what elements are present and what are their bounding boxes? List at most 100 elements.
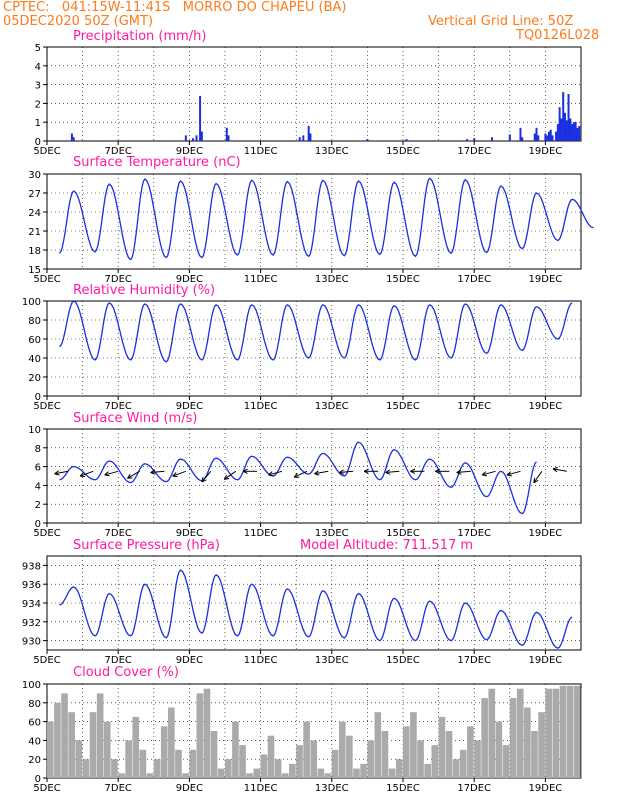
panel-frame-0: [46, 46, 582, 142]
x-tick-label: 17DEC: [457, 401, 491, 412]
x-tick-label: 9DEC: [176, 401, 203, 412]
x-tick-label: 5DEC: [33, 655, 60, 666]
wind-arrow: [385, 470, 400, 474]
cloud-bar: [239, 745, 246, 778]
cloud-bar: [324, 773, 332, 778]
header-station: CPTEC: 041:15W-11:41S MORRO DO CHAPEU (B…: [3, 0, 347, 15]
cloud-bar: [210, 731, 218, 778]
wind-arrow-head: [223, 474, 230, 480]
panel-title-temperature: Surface Temperature (nC): [73, 155, 241, 170]
model-altitude: Model Altitude: 711.517 m: [300, 538, 474, 553]
precip-bar: [547, 131, 550, 141]
wind-arrow: [268, 470, 283, 476]
x-tick-label: 13DEC: [315, 783, 349, 794]
precip-bar: [307, 125, 310, 141]
cloud-bar: [538, 712, 545, 778]
y-tick-label: 930: [22, 637, 41, 648]
panel-title-humidity: Relative Humidity (%): [73, 283, 216, 298]
x-tick-label: 19DEC: [529, 528, 563, 539]
precip-bar: [491, 137, 493, 141]
precip-bar: [546, 135, 549, 141]
cloud-bar: [581, 688, 582, 778]
cloud-bar: [566, 685, 574, 778]
precip-bar: [199, 95, 202, 141]
wind-arrow-head: [201, 477, 207, 483]
cloud-bar: [573, 685, 581, 778]
precip-bar: [184, 135, 187, 141]
y-tick-label: 6: [35, 463, 41, 474]
cloud-bar: [403, 726, 410, 778]
y-tick-label: 2: [35, 500, 41, 511]
wind-arrow-head: [410, 468, 416, 474]
precip-bar: [533, 133, 536, 141]
wind-arrow: [201, 470, 212, 483]
cloud-bar: [395, 759, 403, 778]
precip-bar: [535, 127, 538, 141]
x-tick-label: 11DEC: [244, 401, 278, 412]
wind-arrow-head: [242, 468, 248, 474]
y-tick-label: 932: [22, 618, 41, 629]
panel-frame-1: [46, 173, 582, 270]
wind-arrow-head: [268, 471, 274, 477]
x-tick-label: 5DEC: [33, 401, 60, 412]
precip-bar: [405, 139, 408, 141]
panel-title-precipitation: Precipitation (mm/h): [73, 29, 207, 44]
cloud-bar: [296, 745, 303, 778]
y-tick-label: 80: [28, 699, 41, 710]
x-tick-label: 19DEC: [529, 274, 563, 285]
cloud-bar: [317, 768, 325, 778]
precip-bar: [302, 135, 305, 141]
cloud-bar: [431, 745, 439, 778]
x-tick-label: 11DEC: [244, 146, 278, 157]
precip-bar: [191, 138, 194, 141]
x-tick-label: 15DEC: [386, 274, 420, 285]
cloud-bar: [545, 688, 553, 778]
cloud-bar: [452, 759, 460, 778]
precip-bar: [549, 129, 552, 141]
precip-bar: [556, 124, 559, 141]
cloud-bar: [410, 712, 417, 778]
wind-arrow-head: [314, 470, 320, 476]
y-tick-label: 100: [22, 297, 41, 308]
y-tick-label: 10: [28, 425, 41, 436]
wind-arrow: [150, 470, 165, 474]
cloud-bar: [253, 768, 261, 778]
y-tick-label: 20: [28, 373, 41, 384]
series-line: [59, 177, 594, 261]
wind-arrow: [223, 470, 236, 480]
y-tick-label: 2: [35, 99, 41, 110]
cloud-bar: [346, 735, 353, 778]
precip-bar: [558, 107, 561, 141]
x-tick-label: 13DEC: [315, 401, 349, 412]
panel-frame-2: [46, 300, 582, 397]
cloud-bar: [331, 749, 339, 778]
wind-arrow-head: [533, 477, 539, 484]
x-tick-label: 17DEC: [457, 528, 491, 539]
cloud-bar: [168, 707, 175, 778]
precip-bar: [537, 135, 540, 141]
cloud-bar: [232, 721, 239, 778]
wind-arrow-head: [172, 472, 178, 478]
precip-bar: [309, 133, 312, 141]
y-tick-label: 1: [35, 118, 41, 129]
cloud-bar: [125, 740, 132, 778]
x-tick-label: 7DEC: [105, 528, 132, 539]
precip-bar: [298, 137, 301, 141]
cloud-bar: [303, 721, 310, 778]
precip-bar: [569, 118, 572, 141]
precip-bar: [562, 92, 565, 141]
cloud-bar: [516, 688, 524, 778]
cloud-bar: [495, 721, 503, 778]
x-tick-label: 7DEC: [105, 783, 132, 794]
precip-bar: [466, 139, 469, 141]
cloud-bar: [281, 773, 289, 778]
cloud-bar: [146, 773, 154, 778]
y-tick-label: 27: [28, 189, 41, 200]
x-tick-label: 13DEC: [315, 146, 349, 157]
x-tick-label: 15DEC: [386, 783, 420, 794]
precip-bar: [519, 127, 522, 141]
cloud-bar: [82, 759, 90, 778]
wind-arrow-head: [385, 469, 391, 475]
x-tick-label: 9DEC: [176, 528, 203, 539]
precip-bar: [473, 138, 476, 141]
